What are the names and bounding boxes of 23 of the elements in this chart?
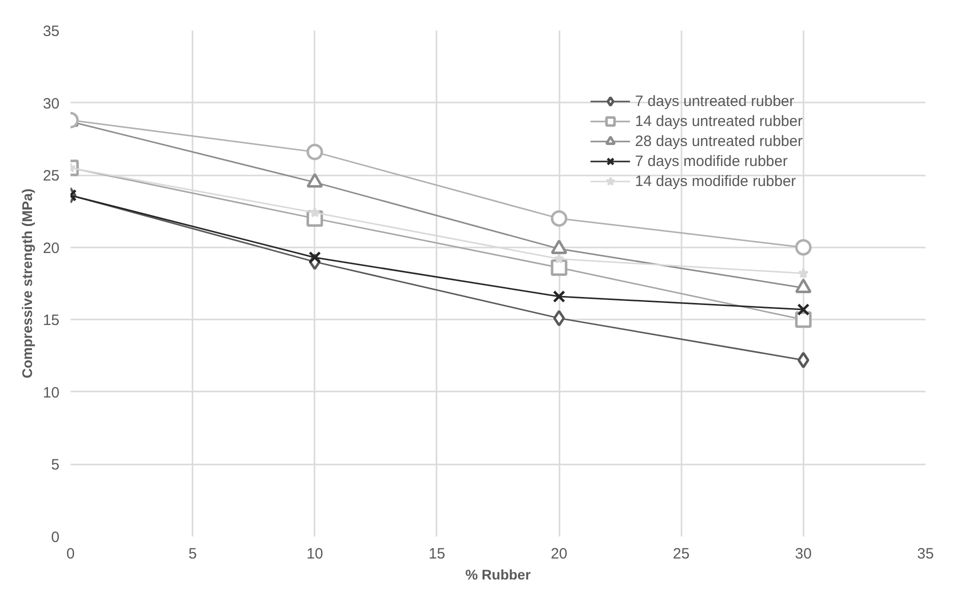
y-tick-label: 35 <box>42 23 60 40</box>
y-tick-label: 20 <box>42 240 60 257</box>
y-tick-label: 15 <box>42 312 60 330</box>
legend-label: 14 days modifide rubber <box>635 172 796 190</box>
legend-label: 14 days untreated rubber <box>635 112 803 130</box>
x-tick-label: 30 <box>795 546 812 562</box>
x-tick-label: 20 <box>550 546 568 562</box>
y-tick-label: 25 <box>42 168 60 185</box>
x-tick-label: 35 <box>917 546 934 562</box>
x-tick-label: 5 <box>188 546 197 562</box>
legend-label: 7 days modifide rubber <box>635 152 788 170</box>
x-tick-label: 15 <box>428 546 446 562</box>
x-tick-label: 25 <box>672 546 690 562</box>
y-tick-label: 0 <box>51 529 60 546</box>
y-tick-label: 10 <box>42 384 60 402</box>
y-tick-label: 5 <box>51 456 60 474</box>
legend-label: 28 days untreated rubber <box>635 132 803 150</box>
legend-label: 7 days untreated rubber <box>635 92 794 110</box>
x-tick-label: 0 <box>66 546 75 562</box>
y-axis-title: Compressive strength (MPa) <box>18 188 35 378</box>
x-axis-title: % Rubber <box>465 566 532 582</box>
y-tick-label: 30 <box>42 95 60 112</box>
x-tick-label: 10 <box>306 546 324 562</box>
